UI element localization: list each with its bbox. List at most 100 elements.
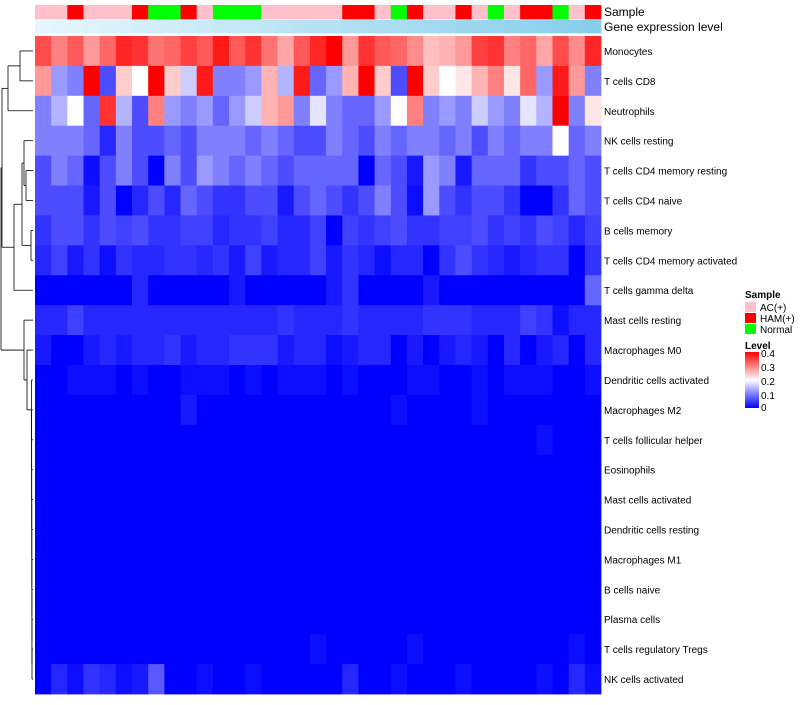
- heatmap-cell: [374, 365, 392, 396]
- heatmap-cell: [568, 125, 586, 157]
- heatmap-cell: [229, 65, 246, 97]
- heatmap-cell: [35, 544, 52, 575]
- heatmap-cell: [358, 95, 375, 127]
- heatmap-cell: [212, 664, 230, 695]
- heatmap-cell: [148, 65, 165, 97]
- heatmap-cell: [229, 454, 246, 486]
- heatmap-cell: [51, 335, 68, 366]
- heatmap-cell: [35, 155, 52, 186]
- row-label: NK cells resting: [604, 137, 673, 148]
- heatmap-cell: [277, 394, 295, 426]
- heatmap-cell: [503, 484, 521, 515]
- heatmap-cell: [568, 215, 586, 246]
- heatmap-cell: [99, 484, 117, 515]
- heatmap-cell: [358, 454, 375, 486]
- row-label: T cells follicular helper: [604, 436, 703, 447]
- heatmap-cell: [212, 215, 230, 246]
- gene-expression-cell: [164, 20, 181, 34]
- heatmap-cell: [164, 275, 181, 306]
- heatmap-cell: [455, 125, 473, 157]
- heatmap-cell: [196, 424, 214, 456]
- legend-swatch-ac: [745, 302, 756, 312]
- heatmap-cell: [552, 155, 570, 186]
- heatmap-cell: [196, 125, 214, 157]
- heatmap-cell: [196, 454, 214, 486]
- gene-expression-cell: [196, 20, 214, 34]
- heatmap-cell: [132, 215, 149, 246]
- heatmap-cell: [132, 424, 149, 456]
- heatmap-cell: [390, 544, 408, 575]
- heatmap-cell: [455, 365, 473, 396]
- heatmap-cell: [536, 604, 553, 635]
- gene-expression-cell: [229, 20, 246, 34]
- heatmap-cell: [423, 544, 440, 575]
- heatmap-cell: [309, 275, 327, 306]
- heatmap-cell: [552, 275, 570, 306]
- heatmap-cell: [164, 185, 181, 216]
- heatmap-cell: [309, 215, 327, 246]
- heatmap-cell: [342, 454, 359, 486]
- heatmap-cell: [520, 185, 537, 216]
- row-label: Monocytes: [604, 47, 652, 58]
- heatmap-cell: [487, 125, 505, 157]
- heatmap-cell: [277, 125, 295, 157]
- gene-expression-cell: [326, 20, 343, 34]
- heatmap-cell: [536, 634, 553, 665]
- heatmap-cell: [423, 275, 440, 306]
- heatmap-cell: [99, 514, 117, 545]
- row-label: Dendritic cells activated: [604, 376, 709, 387]
- gene-expression-cell: [277, 20, 295, 34]
- heatmap-cell: [342, 305, 359, 336]
- heatmap-cell: [471, 484, 489, 515]
- heatmap-cell: [212, 604, 230, 635]
- heatmap-cell: [261, 275, 278, 306]
- heatmap-cell: [487, 544, 505, 575]
- heatmap-cell: [229, 365, 246, 396]
- gene-expression-cell: [406, 20, 424, 34]
- heatmap-cell: [374, 185, 392, 216]
- heatmap-cell: [180, 574, 198, 605]
- heatmap-cell: [520, 95, 537, 127]
- heatmap-cell: [584, 65, 602, 97]
- heatmap-cell: [390, 335, 408, 366]
- heatmap-cell: [423, 604, 440, 635]
- heatmap-cell: [552, 634, 570, 665]
- heatmap-cell: [196, 65, 214, 97]
- heatmap-cell: [552, 36, 570, 67]
- legend-label-normal: Normal: [760, 325, 792, 336]
- heatmap-cell: [520, 454, 537, 486]
- heatmap-cell: [503, 275, 521, 306]
- heatmap-cell: [180, 335, 198, 366]
- sample-annotation-cell: [309, 5, 327, 20]
- heatmap-cell: [584, 36, 602, 67]
- heatmap-cell: [212, 185, 230, 216]
- heatmap-cell: [180, 484, 198, 515]
- heatmap-cell: [83, 394, 101, 426]
- heatmap-cell: [471, 544, 489, 575]
- heatmap-cell: [115, 95, 133, 127]
- legend-swatch-ham: [745, 313, 756, 323]
- level-colorbar: [745, 352, 759, 408]
- heatmap-cell: [390, 454, 408, 486]
- gene-expression-cell: [35, 20, 52, 34]
- heatmap-cell: [132, 95, 149, 127]
- sample-annotation-cell: [374, 5, 392, 20]
- row-label: B cells memory: [604, 226, 672, 237]
- heatmap-cell: [212, 36, 230, 67]
- heatmap-cell: [67, 394, 84, 426]
- heatmap-cell: [99, 634, 117, 665]
- heatmap-cell: [487, 275, 505, 306]
- heatmap-cell: [568, 394, 586, 426]
- heatmap-cell: [439, 125, 456, 157]
- heatmap-cell: [584, 365, 602, 396]
- heatmap-cell: [552, 604, 570, 635]
- heatmap-cell: [568, 574, 586, 605]
- heatmap-cell: [261, 155, 278, 186]
- heatmap-cell: [229, 604, 246, 635]
- heatmap-cell: [487, 155, 505, 186]
- heatmap-cell: [568, 664, 586, 695]
- heatmap-cell: [406, 454, 424, 486]
- heatmap-cell: [309, 514, 327, 545]
- heatmap-cell: [390, 365, 408, 396]
- heatmap-cell: [35, 95, 52, 127]
